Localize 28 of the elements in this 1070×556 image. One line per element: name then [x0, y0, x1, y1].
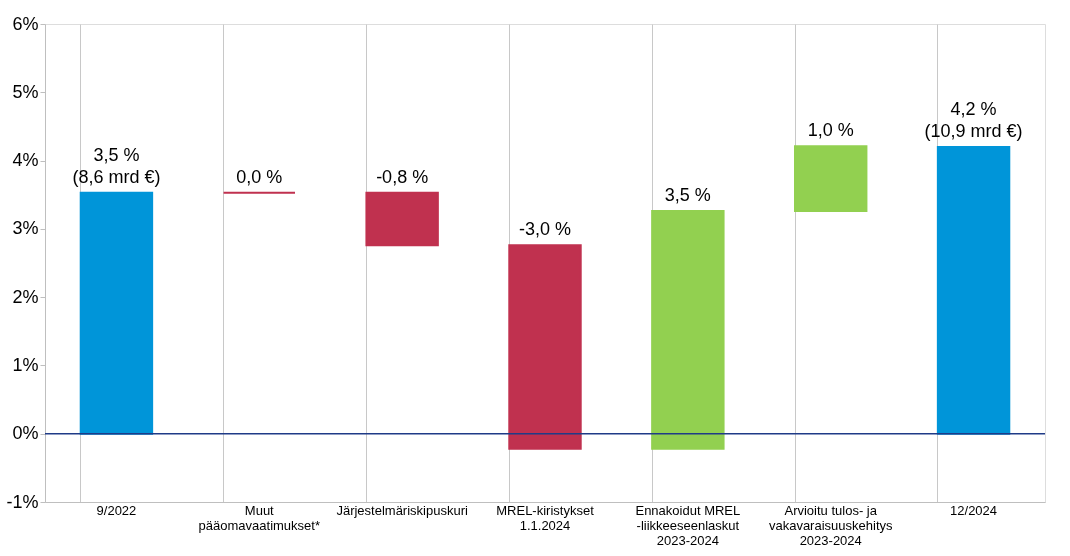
y-tick-label: -1% — [6, 491, 39, 512]
y-tick-label: 6% — [12, 13, 39, 34]
y-tick-label: 2% — [12, 286, 39, 307]
x-tick-label: Ennakoidut MREL -liikkeeseenlaskut 2023-2024 — [635, 502, 741, 548]
bar — [79, 191, 154, 435]
y-tick-label: 0% — [12, 423, 39, 444]
bar — [794, 145, 868, 213]
data-label: 3,5 % (8,6 mrd €) — [72, 144, 161, 187]
x-tick-label: Muut pääomavaatimukset* — [198, 502, 320, 533]
bar — [508, 244, 582, 450]
data-label: 1,0 % — [807, 120, 854, 141]
data-label: 4,2 % (10,9 mrd €) — [924, 98, 1023, 141]
y-tick-label: 1% — [12, 354, 39, 375]
x-tick-label: 12/2024 — [950, 502, 998, 518]
bar — [365, 191, 439, 247]
data-label: -0,8 % — [376, 166, 429, 187]
data-label: 0,0 % — [236, 166, 283, 187]
x-tick-label: Arvioitu tulos- ja vakavaraisuuskehitys 2023-2024 — [768, 502, 893, 548]
x-tick-label: MREL-kiristykset 1.1.2024 — [496, 502, 595, 533]
x-tick-label: Järjestelmäriskipuskuri — [336, 502, 468, 518]
data-label: 3,5 % — [664, 185, 711, 206]
bar — [651, 210, 725, 450]
y-tick-label: 4% — [12, 150, 39, 171]
y-tick-label: 3% — [12, 218, 39, 239]
y-tick-label: 5% — [12, 81, 39, 102]
data-label: -3,0 % — [518, 219, 572, 240]
x-tick-label: 9/2022 — [96, 502, 137, 518]
bar — [936, 145, 1011, 435]
